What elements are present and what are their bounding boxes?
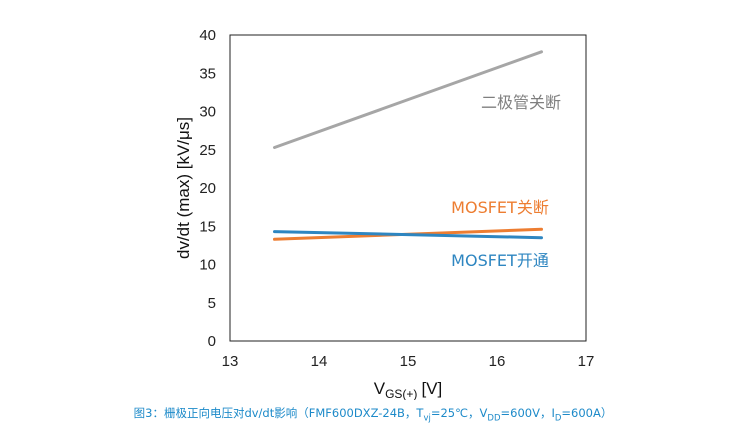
caption-suffix: =600A） <box>561 406 613 420</box>
y-tick-label: 15 <box>199 218 216 235</box>
x-tick-label: 13 <box>222 353 239 370</box>
caption-tvj-sub: vj <box>423 413 431 424</box>
y-tick-label: 20 <box>199 180 216 197</box>
x-tick-label: 17 <box>578 353 595 370</box>
x-axis-title-sub: GS(+) <box>385 387 417 400</box>
y-tick-label: 0 <box>208 333 216 350</box>
x-axis-title-main: V <box>374 379 386 398</box>
x-tick-label: 15 <box>400 353 417 370</box>
x-axis-title-unit: [V] <box>421 379 442 398</box>
chart: 0 5 10 15 20 25 30 35 40 13 14 15 16 17 二极管关断 MOSFET… <box>174 27 595 400</box>
y-tick-label: 40 <box>199 27 216 44</box>
series-line-0 <box>273 50 543 149</box>
plot-area-frame <box>229 34 587 342</box>
caption-mid1: =25℃，V <box>430 406 488 420</box>
series-label-mosfet-off: MOSFET关断 <box>451 198 549 217</box>
x-axis-ticks: 13 14 15 16 17 <box>222 353 595 370</box>
y-tick-label: 30 <box>199 104 216 121</box>
caption-mid2: =600V，I <box>500 406 555 420</box>
y-axis-ticks: 0 5 10 15 20 25 30 35 40 <box>199 27 216 350</box>
series-lines <box>273 50 543 241</box>
caption-prefix: 图3：栅极正向电压对dv/dt影响（FMF600DXZ-24B，T <box>133 406 424 420</box>
y-tick-label: 35 <box>199 65 216 82</box>
y-tick-label: 10 <box>199 257 216 274</box>
y-tick-label: 25 <box>199 142 216 159</box>
series-label-mosfet-on: MOSFET开通 <box>451 251 549 270</box>
caption-vdd-sub: DD <box>487 413 501 424</box>
y-tick-label: 5 <box>208 295 216 312</box>
series-label-diode-off: 二极管关断 <box>481 93 561 112</box>
caption-id-sub: D <box>554 413 562 424</box>
x-tick-label: 14 <box>311 353 328 370</box>
figure-caption: 图3：栅极正向电压对dv/dt影响（FMF600DXZ-24B，Tvj=25℃，… <box>0 405 746 423</box>
series-line-2 <box>273 230 543 240</box>
x-axis-title: VGS(+) [V] <box>374 379 442 400</box>
y-axis-title: dv/dt (max) [kV/μs] <box>174 117 193 259</box>
x-tick-label: 16 <box>489 353 506 370</box>
